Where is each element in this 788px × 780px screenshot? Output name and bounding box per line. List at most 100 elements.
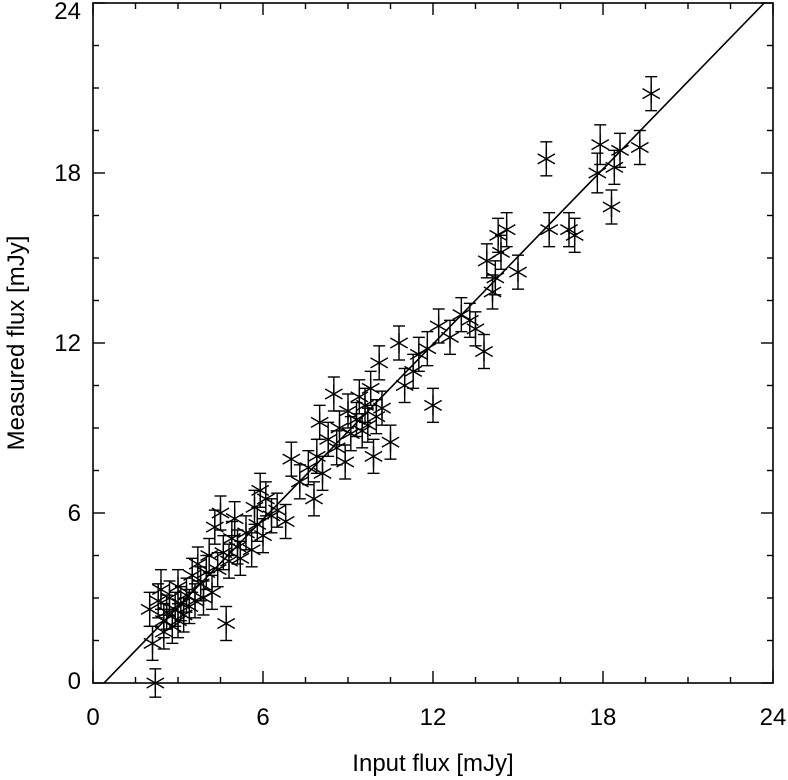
data-point: [491, 234, 511, 271]
data-point: [370, 345, 389, 381]
asterisk-stroke: [372, 402, 392, 414]
data-point: [466, 311, 485, 347]
data-point: [565, 217, 584, 254]
asterisk-stroke: [336, 456, 355, 468]
data-points: [140, 75, 661, 698]
asterisk-stroke: [395, 379, 414, 392]
asterisk-stroke: [540, 224, 559, 236]
asterisk-stroke: [313, 467, 332, 479]
data-point: [429, 308, 448, 344]
y-tick-label: 6: [68, 500, 81, 527]
x-tick-label: 6: [256, 704, 269, 731]
asterisk-stroke: [217, 617, 236, 630]
data-point: [440, 319, 460, 356]
asterisk-stroke: [497, 224, 516, 236]
axis-ticks: [92, 2, 774, 684]
x-tick-label: 0: [86, 704, 99, 731]
data-point: [276, 503, 295, 540]
data-point: [395, 367, 414, 404]
data-point: [151, 568, 171, 611]
asterisk-stroke: [381, 436, 400, 448]
x-tick-label: 18: [590, 704, 617, 731]
data-point: [418, 330, 437, 367]
data-point: [290, 464, 309, 500]
asterisk-stroke: [282, 453, 301, 465]
asterisk-stroke: [429, 320, 448, 332]
data-point: [319, 421, 338, 458]
data-point: [381, 424, 400, 460]
data-point: [537, 141, 556, 177]
data-point: [474, 333, 494, 370]
asterisk-stroke: [304, 493, 324, 505]
asterisk-stroke: [299, 462, 318, 474]
asterisk-stroke: [211, 507, 230, 519]
data-point: [202, 574, 222, 611]
data-point: [143, 625, 162, 662]
asterisk-stroke: [188, 558, 207, 570]
asterisk-stroke: [370, 357, 389, 369]
data-point: [372, 390, 392, 426]
y-axis-title: Measured flux [mJy]: [3, 236, 30, 451]
data-point: [364, 438, 383, 475]
data-point: [313, 455, 332, 492]
asterisk-stroke: [486, 272, 505, 284]
asterisk-stroke: [358, 419, 377, 431]
data-point: [630, 129, 649, 166]
asterisk-stroke: [290, 476, 309, 488]
asterisk-stroke: [228, 541, 247, 553]
tick-labels: 0 6 12 18 24 0 6 12 18 24: [54, 0, 786, 731]
x-tick-label: 12: [420, 704, 447, 731]
asterisk-stroke: [268, 504, 287, 516]
asterisk-stroke: [140, 603, 159, 615]
data-point: [423, 387, 443, 424]
asterisk-stroke: [602, 201, 621, 213]
asterisk-stroke: [630, 141, 649, 154]
asterisk-stroke: [440, 331, 460, 343]
data-point: [642, 75, 661, 112]
asterisk-stroke: [242, 544, 261, 556]
data-point: [211, 495, 230, 531]
asterisk-stroke: [423, 399, 443, 411]
data-point: [588, 152, 607, 194]
asterisk-stroke: [466, 323, 485, 335]
data-point: [497, 211, 516, 248]
y-tick-label: 0: [68, 668, 81, 695]
y-tick-label: 18: [54, 160, 81, 187]
data-point: [358, 407, 377, 443]
data-point: [228, 529, 247, 565]
x-axis-title: Input flux [mJy]: [352, 750, 513, 777]
data-point: [338, 393, 358, 429]
data-point: [508, 254, 528, 290]
asterisk-stroke: [389, 337, 409, 349]
data-point: [310, 404, 329, 441]
data-point: [602, 189, 621, 225]
asterisk-stroke: [491, 246, 511, 258]
asterisk-stroke: [452, 309, 471, 321]
asterisk-stroke: [483, 286, 502, 298]
asterisk-stroke: [508, 266, 528, 278]
asterisk-stroke: [231, 552, 250, 564]
asterisk-stroke: [219, 555, 239, 567]
asterisk-stroke: [588, 167, 607, 179]
asterisk-stroke: [319, 433, 338, 445]
data-point: [591, 124, 610, 166]
plot-area: 0 6 12 18 24 0 6 12 18 24: [54, 0, 786, 731]
asterisk-stroke: [361, 382, 380, 394]
data-point: [610, 132, 630, 169]
asterisk-stroke: [338, 405, 358, 417]
asterisk-stroke: [610, 144, 630, 156]
y-tick-label: 24: [54, 0, 81, 25]
asterisk-stroke: [364, 450, 383, 462]
asterisk-stroke: [642, 88, 661, 100]
data-point: [324, 376, 343, 412]
data-point: [389, 325, 409, 361]
data-point: [231, 540, 250, 577]
data-point: [540, 211, 559, 248]
asterisk-stroke: [276, 515, 295, 528]
asterisk-stroke: [143, 637, 162, 649]
asterisk-stroke: [565, 229, 584, 241]
data-point: [327, 430, 346, 466]
asterisk-stroke: [310, 416, 329, 428]
x-tick-label: 24: [760, 704, 787, 731]
